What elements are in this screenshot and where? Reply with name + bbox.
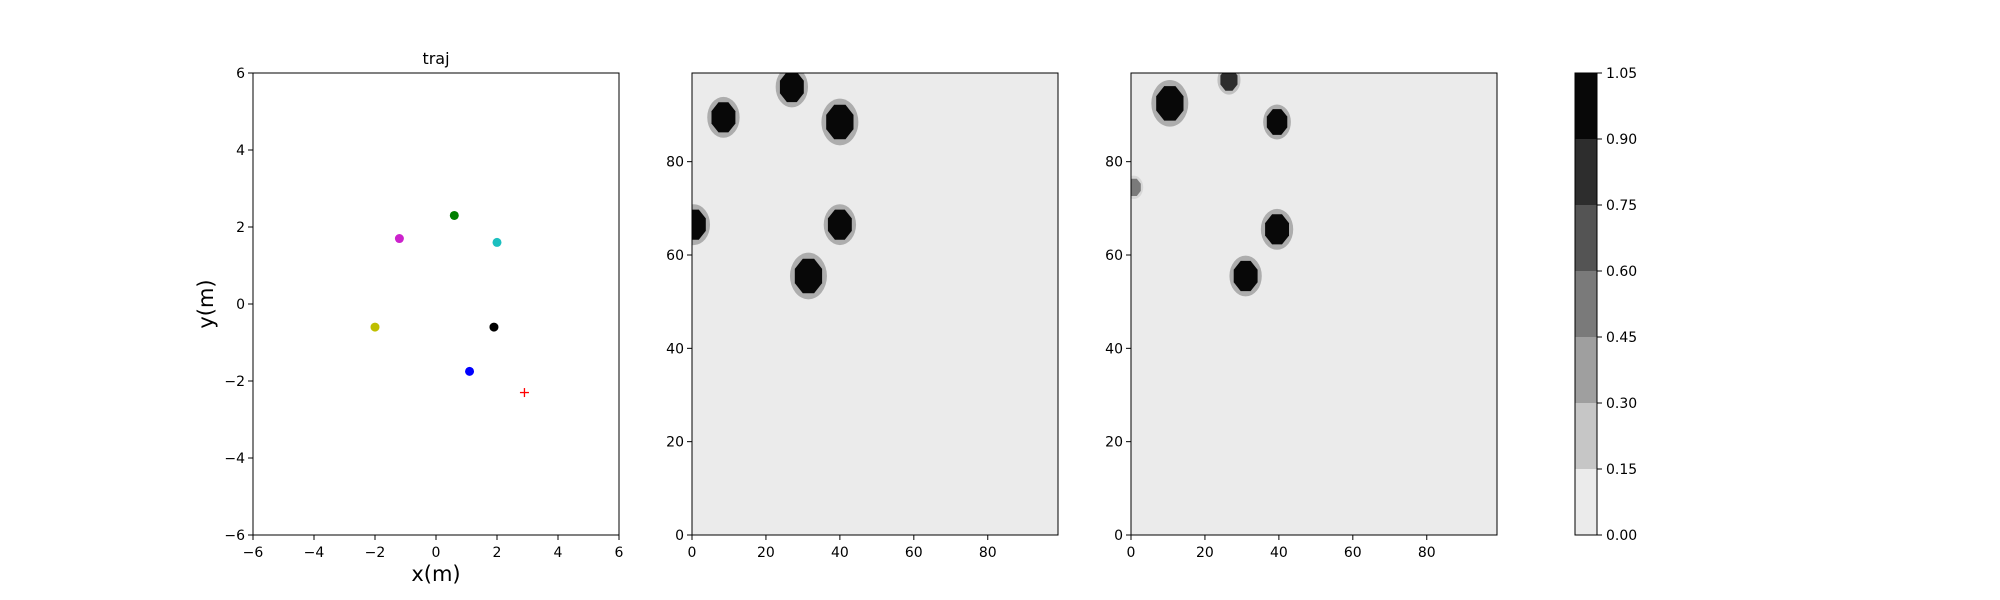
colorbar-band [1575,139,1597,205]
traj-x-axis-label: x(m) [411,562,460,586]
traj-scatter-panel: traj −6 −4 −2 0 2 4 6 −6 −4 −2 0 2 4 6 x(m) y(m) [194,49,624,586]
traj-plot-title: traj [422,49,449,68]
colorbar-band [1575,403,1597,469]
colorbar-bands [1575,73,1597,535]
traj-y-tick-label: −2 [224,374,245,390]
traj-x-tick-label: 6 [615,545,624,561]
occupancy-map-a-panel: 0 20 40 60 80 0 20 40 60 80 [666,72,1059,561]
colorbar-band [1575,337,1597,403]
traj-point [394,234,404,244]
traj-y-tick-label: 4 [236,143,245,159]
occupancy-map-a-frame [691,72,1059,536]
occ-a-y-tick-label: 0 [675,528,684,544]
traj-x-tick-label: 2 [493,545,502,561]
colorbar-band [1575,73,1597,139]
colorbar-frame [1574,72,1598,536]
traj-point [449,210,459,220]
occ-a-x-tick-label: 0 [688,545,697,561]
colorbar-ticks: 0.00 0.15 0.30 0.45 0.60 0.75 0.90 1.05 [1597,66,1637,544]
occupancy-map-b-background [1131,73,1497,535]
colorbar-band [1575,469,1597,535]
occ-b-blob [1220,73,1238,91]
occ-a-x-tick-label: 80 [979,545,997,561]
occ-b-y-tick-label: 40 [1105,341,1123,357]
colorbar: 0.00 0.15 0.30 0.45 0.60 0.75 0.90 1.05 [1574,66,1637,544]
occ-a-blob [779,73,804,103]
traj-point [489,322,499,332]
traj-y-tick-label: 2 [236,220,245,236]
traj-points [370,210,529,398]
occ-b-y-tick-label: 0 [1114,528,1123,544]
occ-b-x-tick-label: 40 [1270,545,1288,561]
traj-y-tick-label: −4 [224,451,245,467]
occ-b-blob [1156,86,1184,121]
occupancy-map-b-frame [1130,72,1498,536]
occupancy-map-b-panel: 0 20 40 60 80 0 20 40 60 80 [1105,72,1498,561]
colorbar-tick-label: 0.00 [1606,528,1637,544]
occupancy-map-a-blobs [692,73,859,300]
occupancy-map-b-blobs [1131,73,1294,297]
occ-a-x-tick-label: 20 [757,545,775,561]
occ-b-y-tick-label: 20 [1105,435,1123,451]
traj-x-tick-label: 0 [432,545,441,561]
traj-x-tick-label: 4 [554,545,563,561]
occ-b-x-tick-label: 60 [1344,545,1362,561]
occ-a-y-tick-label: 80 [666,155,684,171]
occ-b-blob-layer [1131,73,1294,297]
traj-point [465,366,475,376]
traj-point [370,322,380,332]
colorbar-tick-label: 0.45 [1606,330,1637,346]
occ-a-x-tick-label: 40 [831,545,849,561]
occupancy-map-b-axis-ticks: 0 20 40 60 80 0 20 40 60 80 [1105,155,1435,561]
occ-b-x-tick-label: 0 [1127,545,1136,561]
occ-b-blob [1131,178,1141,196]
colorbar-tick-label: 0.15 [1606,462,1637,478]
occupancy-map-a-axis-ticks: 0 20 40 60 80 0 20 40 60 80 [666,155,996,561]
traj-y-tick-label: 0 [236,297,245,313]
traj-y-tick-label: 6 [236,66,245,82]
occ-a-y-tick-label: 40 [666,341,684,357]
traj-y-axis-label: y(m) [194,279,218,328]
occ-b-blob [1265,214,1289,245]
occ-a-blob-layer [692,73,859,300]
colorbar-tick-label: 0.30 [1606,396,1637,412]
traj-goal-marker [519,388,529,398]
colorbar-band [1575,205,1597,271]
occupancy-map-a-background [692,73,1058,535]
colorbar-tick-label: 0.60 [1606,264,1637,280]
occ-b-blob [1266,109,1288,135]
traj-axis-ticks: −6 −4 −2 0 2 4 6 −6 −4 −2 0 2 4 6 [224,66,623,561]
occ-b-blob [1233,260,1258,292]
occ-a-y-tick-label: 20 [666,435,684,451]
occ-a-blob [692,209,706,240]
occ-a-x-tick-label: 60 [905,545,923,561]
occ-a-blob [826,104,854,140]
colorbar-band [1575,271,1597,337]
occ-b-y-tick-label: 80 [1105,155,1123,171]
occ-a-y-tick-label: 60 [666,248,684,264]
traj-x-tick-label: −6 [243,545,264,561]
traj-point [492,237,502,247]
traj-y-tick-label: −6 [224,528,245,544]
occ-a-blob [827,209,852,240]
occ-b-x-tick-label: 20 [1196,545,1214,561]
occ-b-y-tick-label: 60 [1105,248,1123,264]
traj-x-tick-label: −2 [365,545,386,561]
occ-a-blob [794,258,823,294]
colorbar-tick-label: 0.75 [1606,198,1637,214]
colorbar-tick-label: 1.05 [1606,66,1637,82]
traj-x-tick-label: −4 [304,545,325,561]
occ-b-x-tick-label: 80 [1418,545,1436,561]
colorbar-tick-label: 0.90 [1606,132,1637,148]
traj-plot-frame [252,72,620,536]
occ-a-blob [711,102,736,133]
